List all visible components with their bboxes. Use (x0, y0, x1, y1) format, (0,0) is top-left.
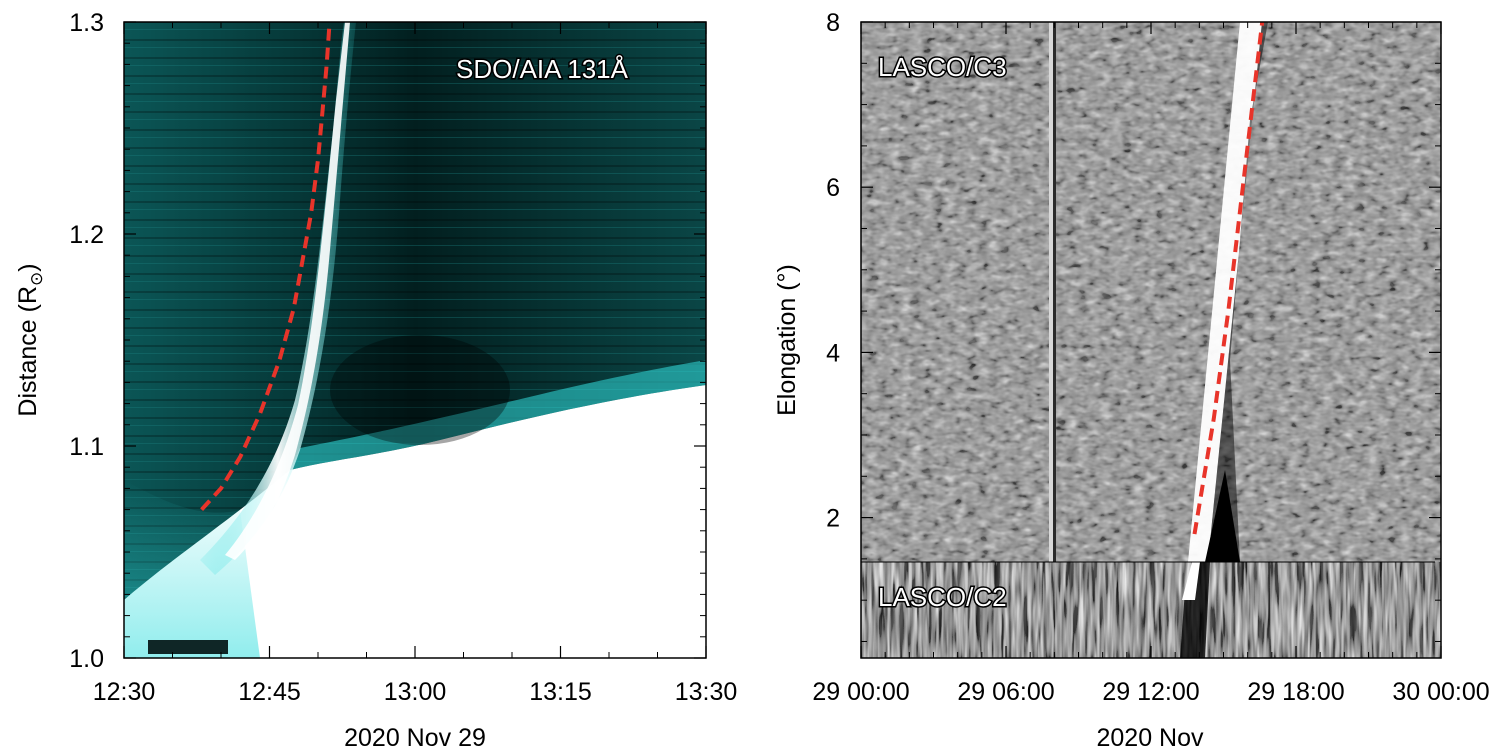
aia-x-tick-label: 13:15 (529, 678, 592, 706)
aia-fit-track (200, 22, 332, 511)
aia-y-axis-title: Distance (R⊙) (14, 263, 46, 416)
lasco-fit-track (1192, 22, 1265, 535)
lasco-x-tick-label: 29 00:00 (812, 678, 909, 706)
lasco-x-tick-label: 29 18:00 (1247, 678, 1344, 706)
lasco-y-tick-label: 6 (826, 174, 840, 202)
aia-instrument-label: SDO/AIA 131Å (456, 54, 629, 84)
lasco-panel: 29 00:00 29 06:00 29 12:00 29 18:00 30 00:00… (773, 9, 1490, 751)
aia-y-tick-label: 1.0 (69, 645, 104, 673)
aia-x-tick-label: 12:45 (238, 678, 301, 706)
lasco-image (861, 22, 1441, 658)
lasco-x-tick-label: 29 12:00 (1102, 678, 1199, 706)
lasco-c3-label: LASCO/C3 (878, 52, 1007, 82)
lasco-y-tick-label: 4 (826, 339, 840, 367)
aia-x-tick-label: 13:00 (384, 678, 447, 706)
aia-y-tick-label: 1.2 (69, 221, 104, 249)
lasco-y-tick-label: 2 (826, 505, 840, 533)
aia-x-tick-label: 13:30 (675, 678, 738, 706)
aia-panel: 12:30 12:45 13:00 13:15 13:30 1.0 1.1 1.2 1.3 SD… (14, 9, 737, 751)
lasco-x-axis-title: 2020 Nov (1096, 724, 1204, 751)
aia-x-tick-label: 12:30 (93, 678, 156, 706)
lasco-y-axis-title: Elongation (°) (773, 264, 801, 416)
aia-ticks: 12:30 12:45 13:00 13:15 13:30 1.0 1.1 1.2 1.3 (69, 9, 737, 706)
aia-image (124, 22, 706, 658)
aia-y-tick-label: 1.1 (69, 433, 104, 461)
aia-x-axis-title: 2020 Nov 29 (344, 724, 486, 751)
lasco-y-tick-label: 8 (826, 9, 840, 37)
aia-y-tick-label: 1.3 (69, 9, 104, 37)
lasco-c2-label: LASCO/C2 (878, 582, 1007, 612)
lasco-ticks: 29 00:00 29 06:00 29 12:00 29 18:00 30 00:00… (812, 9, 1489, 706)
lasco-x-tick-label: 30 00:00 (1392, 678, 1489, 706)
lasco-x-tick-label: 29 06:00 (957, 678, 1054, 706)
